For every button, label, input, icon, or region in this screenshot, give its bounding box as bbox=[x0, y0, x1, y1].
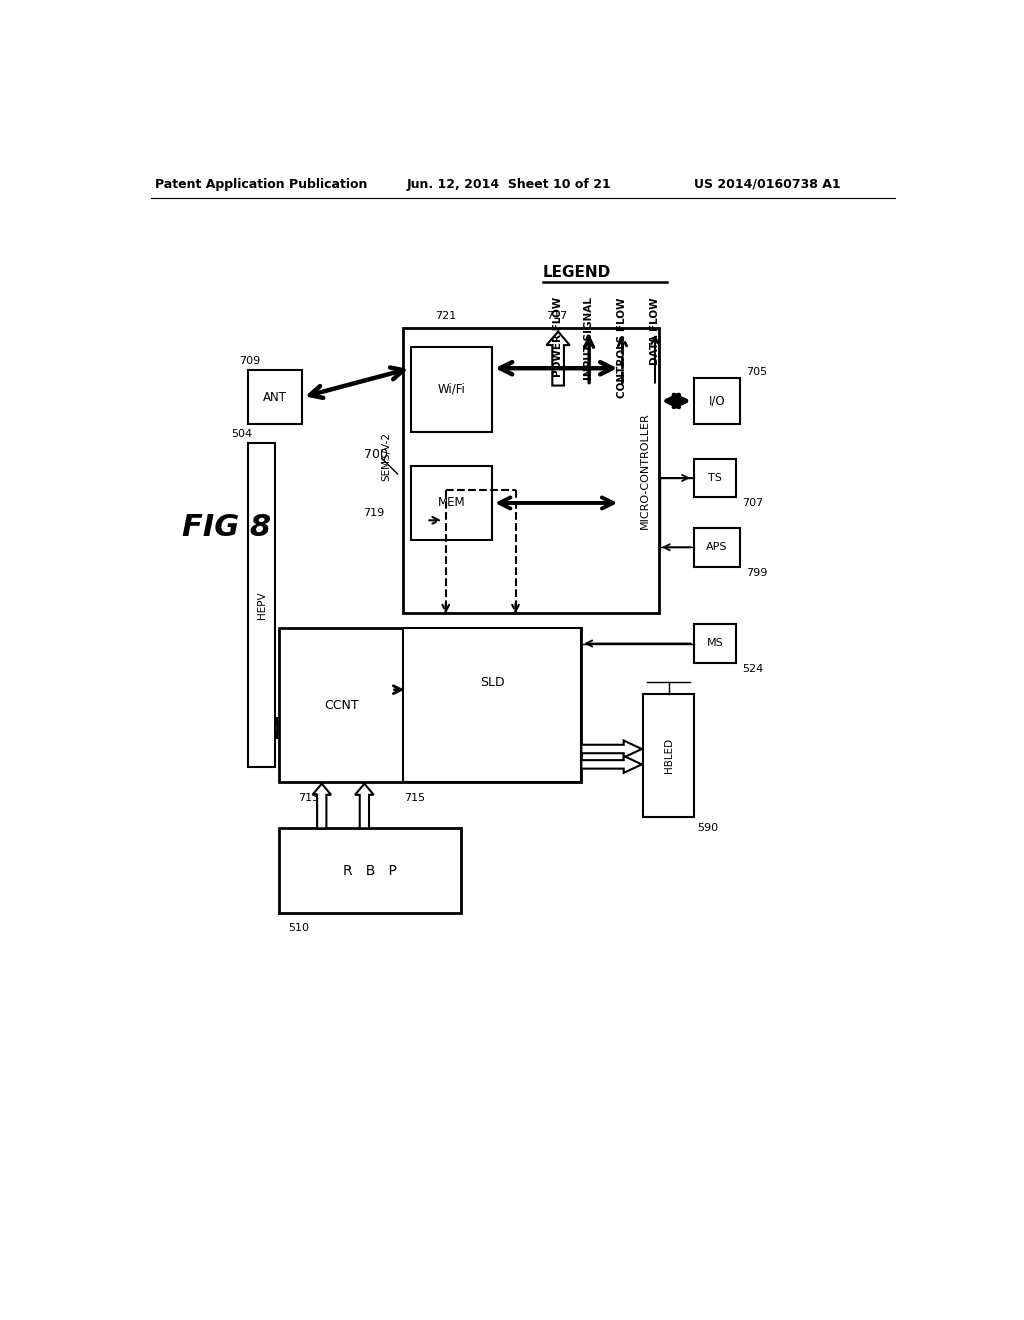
Text: 707: 707 bbox=[742, 499, 764, 508]
Bar bbox=[248, 370, 302, 424]
Text: 510: 510 bbox=[288, 924, 309, 933]
Bar bbox=[280, 829, 461, 913]
Text: 504: 504 bbox=[231, 429, 253, 440]
Text: 590: 590 bbox=[697, 824, 719, 833]
Text: 715: 715 bbox=[404, 792, 425, 803]
Text: SLD: SLD bbox=[480, 676, 505, 689]
FancyArrow shape bbox=[582, 741, 642, 758]
Text: APS: APS bbox=[707, 543, 728, 552]
Text: MEM: MEM bbox=[437, 496, 465, 510]
Bar bbox=[411, 466, 493, 540]
Text: 709: 709 bbox=[239, 356, 260, 366]
FancyArrow shape bbox=[582, 756, 642, 774]
Text: Patent Application Publication: Patent Application Publication bbox=[155, 178, 368, 190]
Text: CONTROLS FLOW: CONTROLS FLOW bbox=[617, 297, 628, 397]
Bar bbox=[411, 347, 493, 432]
Text: HEPV: HEPV bbox=[257, 591, 266, 619]
Text: 721: 721 bbox=[435, 312, 457, 321]
Text: 717: 717 bbox=[546, 312, 567, 321]
Text: CCNT: CCNT bbox=[324, 698, 358, 711]
Bar bbox=[403, 628, 582, 781]
Text: INPUT SIGNAL: INPUT SIGNAL bbox=[584, 297, 594, 380]
FancyArrow shape bbox=[275, 718, 278, 739]
Text: TS: TS bbox=[709, 473, 722, 483]
Text: DATA FLOW: DATA FLOW bbox=[650, 297, 660, 364]
Bar bbox=[248, 444, 275, 767]
Text: 799: 799 bbox=[746, 568, 768, 578]
FancyArrow shape bbox=[547, 331, 569, 385]
Text: LEGEND: LEGEND bbox=[543, 265, 611, 280]
Text: MICRO-CONTROLLER: MICRO-CONTROLLER bbox=[640, 412, 650, 528]
Bar bbox=[693, 378, 740, 424]
FancyArrow shape bbox=[355, 784, 374, 829]
Text: SEMS/V-2: SEMS/V-2 bbox=[381, 432, 391, 480]
FancyArrow shape bbox=[312, 784, 331, 829]
Text: 713: 713 bbox=[298, 792, 319, 803]
Text: R   B   P: R B P bbox=[343, 863, 397, 878]
Bar bbox=[693, 528, 740, 566]
Bar bbox=[643, 693, 693, 817]
Text: MS: MS bbox=[707, 639, 723, 648]
Text: 719: 719 bbox=[364, 508, 384, 517]
Bar bbox=[693, 624, 736, 663]
Bar bbox=[280, 628, 582, 781]
Bar bbox=[403, 327, 658, 612]
Text: FIG 8: FIG 8 bbox=[182, 513, 271, 543]
Text: HBLED: HBLED bbox=[664, 738, 674, 772]
Bar bbox=[693, 459, 736, 498]
Text: 524: 524 bbox=[742, 664, 764, 675]
Text: I/O: I/O bbox=[709, 395, 725, 408]
Text: ANT: ANT bbox=[263, 391, 288, 404]
Text: Jun. 12, 2014  Sheet 10 of 21: Jun. 12, 2014 Sheet 10 of 21 bbox=[407, 178, 611, 190]
Text: Wi/Fi: Wi/Fi bbox=[437, 383, 466, 396]
Text: 705: 705 bbox=[746, 367, 768, 376]
Text: US 2014/0160738 A1: US 2014/0160738 A1 bbox=[693, 178, 841, 190]
Text: 700: 700 bbox=[365, 449, 388, 462]
Text: POWER FLOW: POWER FLOW bbox=[553, 297, 563, 378]
